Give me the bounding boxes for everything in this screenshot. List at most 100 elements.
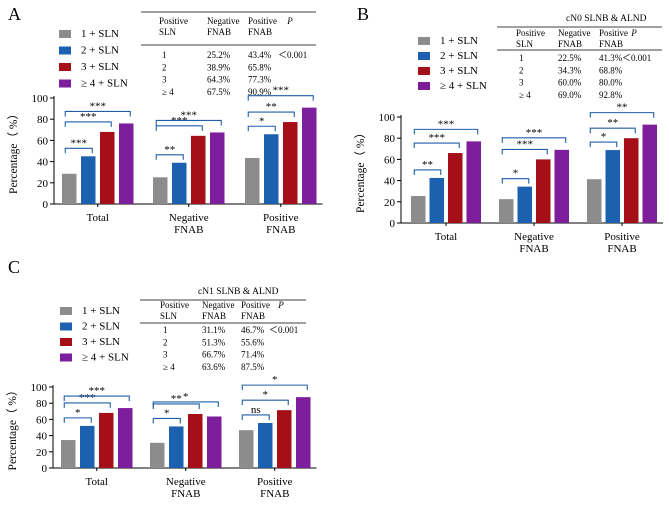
significance-label: * xyxy=(601,131,607,143)
table-cell: 64.3% xyxy=(207,75,231,85)
table-column-header: Positive xyxy=(599,28,628,38)
table-heading: cN0 SLNB & ALND xyxy=(566,14,647,24)
bar xyxy=(169,426,184,468)
table-column-subheader: SLN xyxy=(516,39,534,49)
significance-bracket xyxy=(63,395,130,402)
y-tick-label: 40 xyxy=(384,176,396,188)
significance-label: * xyxy=(75,407,81,419)
table-cell: 41.3% xyxy=(599,53,623,63)
table-cell: 34.3% xyxy=(558,65,582,75)
bar xyxy=(466,141,481,223)
legend-swatch xyxy=(59,79,71,88)
legend-label: 2 + SLN xyxy=(81,45,119,57)
table-column-subheader: FNAB xyxy=(599,39,623,49)
bar xyxy=(118,408,133,468)
significance-bracket xyxy=(64,110,131,117)
bar xyxy=(605,150,620,223)
table-cell: 25.2% xyxy=(207,50,231,60)
significance-label: *** xyxy=(90,100,107,112)
table-column-subheader: FNAB xyxy=(202,311,226,321)
significance-bracket xyxy=(501,178,530,184)
table-column-subheader: FNAB xyxy=(558,39,582,49)
significance-bracket xyxy=(247,111,295,118)
table-row-label: 3 xyxy=(163,350,168,360)
bar xyxy=(207,416,222,468)
table-row-label: 1 xyxy=(162,50,167,60)
table-row-label: 1 xyxy=(519,53,524,63)
table-cell: 51.3% xyxy=(202,337,226,347)
table-cell: ＜0.001 xyxy=(622,53,651,63)
legend-swatch xyxy=(418,67,430,75)
significance-bracket xyxy=(152,417,181,424)
significance-label: *** xyxy=(273,85,290,97)
significance-label: * xyxy=(513,168,519,180)
legend: 1 + SLN 2 + SLN 3 + SLN ≥ 4 + SLN xyxy=(59,28,128,90)
y-tick-label: 40 xyxy=(37,157,49,169)
legend-swatch xyxy=(60,322,72,331)
bar xyxy=(296,397,311,468)
bar xyxy=(81,156,96,204)
legend-label: 3 + SLN xyxy=(82,336,120,348)
legend: 1 + SLN 2 + SLN 3 + SLN ≥ 4 + SLN xyxy=(60,305,129,364)
table-cell: 31.1% xyxy=(202,325,226,335)
bar xyxy=(277,410,292,468)
table-column-header: Negative xyxy=(207,16,239,26)
bar xyxy=(264,134,279,204)
x-tick-label: Total xyxy=(87,212,109,224)
significance-label: *** xyxy=(89,385,106,397)
legend-swatch xyxy=(59,46,71,55)
significance-bracket xyxy=(413,142,460,149)
panel-b: B 1 + SLN 2 + SLN 3 + SLN ≥ 4 + SLN cN0 SLNB … xyxy=(354,4,663,255)
table-cell: 67.5% xyxy=(207,87,231,97)
bar xyxy=(100,131,115,204)
y-tick-label: 80 xyxy=(36,398,48,410)
significance-bracket xyxy=(155,119,222,126)
bar xyxy=(172,162,187,204)
table-column-header: P xyxy=(286,16,293,26)
significance-bracket xyxy=(413,169,442,175)
y-axis-label: Percentage（ %） xyxy=(7,108,20,194)
table-cell: 80.0% xyxy=(599,78,623,88)
table-cell: 69.0% xyxy=(558,90,582,100)
legend-swatch xyxy=(59,30,71,38)
x-tick-label: Total xyxy=(435,231,457,243)
bar xyxy=(61,440,76,468)
significance-label: *** xyxy=(429,132,446,144)
table-cell: 87.5% xyxy=(241,362,265,372)
significance-label: *** xyxy=(71,137,88,149)
bar xyxy=(554,149,569,223)
bar xyxy=(642,124,657,223)
bar xyxy=(119,123,134,204)
significance-bracket xyxy=(589,141,618,148)
y-tick-label: 100 xyxy=(379,112,396,124)
x-tick-label: Positive xyxy=(257,476,293,488)
table-column-subheader: FNAB xyxy=(241,311,265,321)
significance-bracket xyxy=(589,112,655,118)
panel-letter: B xyxy=(357,4,369,24)
bar xyxy=(429,177,444,223)
table-row-label: 2 xyxy=(163,337,168,347)
table-column-header: P xyxy=(630,28,637,38)
significance-label: *** xyxy=(438,118,455,130)
significance-label: *** xyxy=(80,111,97,123)
table-column-header: Positive xyxy=(160,300,189,310)
significance-bracket xyxy=(152,401,219,407)
legend-label: 2 + SLN xyxy=(82,321,120,333)
legend-label: 1 + SLN xyxy=(440,35,478,47)
bar xyxy=(411,195,426,223)
table-row-label: 3 xyxy=(162,75,167,85)
significance-label: *** xyxy=(517,138,534,150)
table-cell: 60.0% xyxy=(558,78,582,88)
bar xyxy=(283,122,298,204)
bar xyxy=(99,412,114,468)
legend-label: ≥ 4 + SLN xyxy=(440,80,487,92)
bar xyxy=(499,199,514,223)
y-tick-label: 60 xyxy=(36,414,48,426)
panel-letter: C xyxy=(8,257,20,277)
table-row-label: ≥ 4 xyxy=(519,90,531,100)
